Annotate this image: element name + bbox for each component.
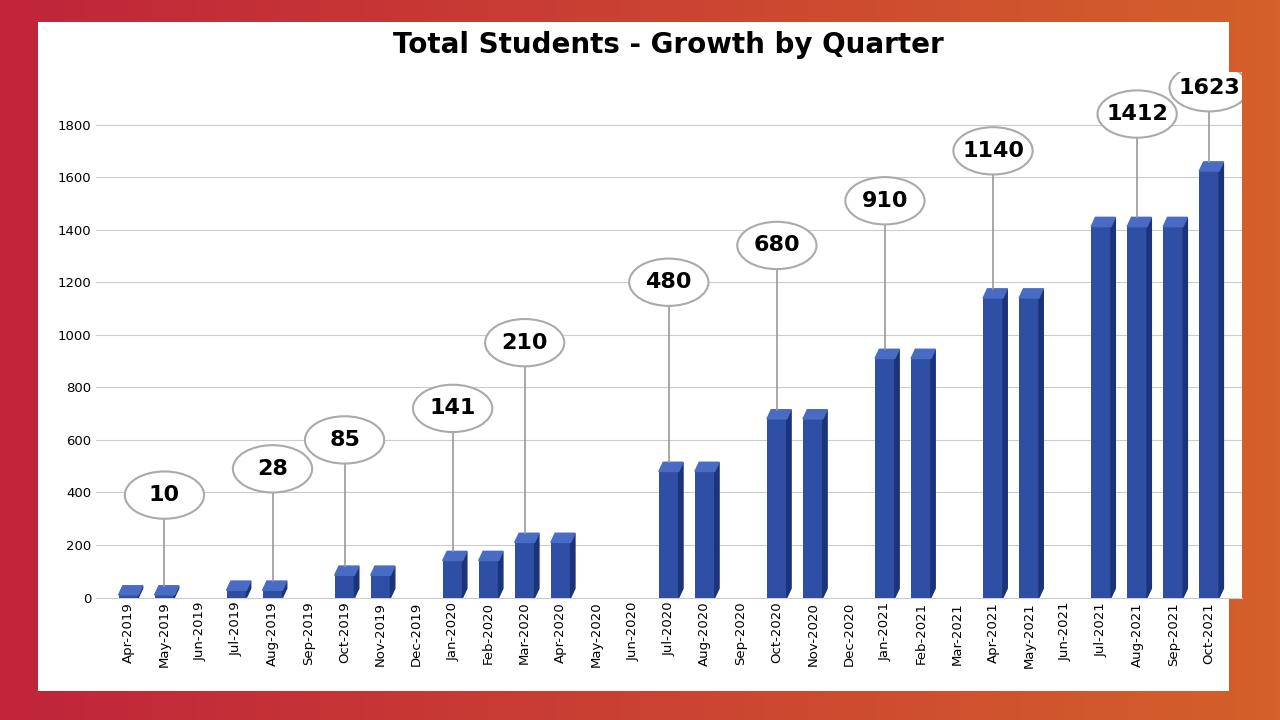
Polygon shape (138, 586, 142, 598)
Text: 1140: 1140 (963, 141, 1024, 161)
Text: 28: 28 (257, 459, 288, 479)
Text: 141: 141 (430, 398, 476, 418)
Bar (119, 595, 138, 598)
Polygon shape (678, 462, 684, 598)
Polygon shape (983, 289, 1007, 298)
Bar (1091, 227, 1111, 598)
Bar (1019, 298, 1039, 598)
Polygon shape (262, 581, 287, 590)
Polygon shape (355, 566, 358, 598)
Polygon shape (479, 552, 503, 561)
Title: Total Students - Growth by Quarter: Total Students - Growth by Quarter (393, 30, 945, 58)
Text: 85: 85 (329, 430, 360, 450)
Polygon shape (283, 581, 287, 598)
Ellipse shape (1170, 64, 1249, 112)
Polygon shape (1091, 217, 1115, 227)
Polygon shape (119, 586, 142, 595)
Ellipse shape (954, 127, 1033, 174)
Ellipse shape (125, 472, 204, 518)
Text: 1412: 1412 (1106, 104, 1169, 124)
Polygon shape (334, 566, 358, 575)
Polygon shape (535, 534, 539, 598)
Bar (983, 298, 1004, 598)
Polygon shape (462, 552, 467, 598)
Polygon shape (443, 552, 467, 561)
Polygon shape (571, 534, 575, 598)
Polygon shape (911, 349, 936, 359)
Bar (155, 595, 174, 598)
Polygon shape (895, 349, 899, 598)
Polygon shape (247, 581, 251, 598)
Bar (443, 561, 462, 598)
Bar (1128, 227, 1147, 598)
Bar (479, 561, 499, 598)
Bar (227, 590, 247, 598)
Polygon shape (1164, 217, 1188, 227)
Bar (262, 590, 283, 598)
Text: 910: 910 (861, 191, 909, 211)
Polygon shape (714, 462, 719, 598)
Polygon shape (499, 552, 503, 598)
Ellipse shape (485, 319, 564, 366)
Bar (911, 359, 931, 598)
Polygon shape (803, 410, 827, 419)
Polygon shape (155, 586, 179, 595)
Ellipse shape (233, 445, 312, 492)
Ellipse shape (737, 222, 817, 269)
Polygon shape (227, 581, 251, 590)
Polygon shape (1004, 289, 1007, 598)
Bar (334, 575, 355, 598)
Ellipse shape (413, 384, 493, 432)
Polygon shape (550, 534, 575, 542)
Polygon shape (1199, 162, 1224, 171)
Polygon shape (1183, 217, 1188, 598)
Polygon shape (787, 410, 791, 598)
Text: 480: 480 (645, 272, 692, 292)
Ellipse shape (305, 416, 384, 464)
Polygon shape (1111, 217, 1115, 598)
Polygon shape (695, 462, 719, 472)
Polygon shape (1039, 289, 1043, 598)
Bar (767, 419, 787, 598)
Bar (371, 575, 390, 598)
Polygon shape (390, 566, 394, 598)
FancyBboxPatch shape (14, 8, 1253, 705)
Ellipse shape (630, 258, 708, 306)
Polygon shape (1147, 217, 1151, 598)
Bar (550, 542, 571, 598)
Text: 10: 10 (148, 485, 180, 505)
Polygon shape (931, 349, 936, 598)
Bar (659, 472, 678, 598)
Ellipse shape (845, 177, 924, 225)
Polygon shape (659, 462, 684, 472)
Polygon shape (767, 410, 791, 419)
Polygon shape (876, 349, 899, 359)
Bar (695, 472, 714, 598)
Text: 210: 210 (502, 333, 548, 353)
Bar (1164, 227, 1183, 598)
Ellipse shape (1097, 91, 1176, 138)
Polygon shape (371, 566, 394, 575)
Polygon shape (1128, 217, 1151, 227)
Bar (803, 419, 823, 598)
Polygon shape (1019, 289, 1043, 298)
Polygon shape (174, 586, 179, 598)
Text: 1623: 1623 (1179, 78, 1240, 98)
Bar (876, 359, 895, 598)
Polygon shape (1219, 162, 1224, 598)
Polygon shape (515, 534, 539, 542)
Bar (515, 542, 535, 598)
Polygon shape (823, 410, 827, 598)
Text: 680: 680 (754, 235, 800, 256)
Bar (1199, 171, 1219, 598)
